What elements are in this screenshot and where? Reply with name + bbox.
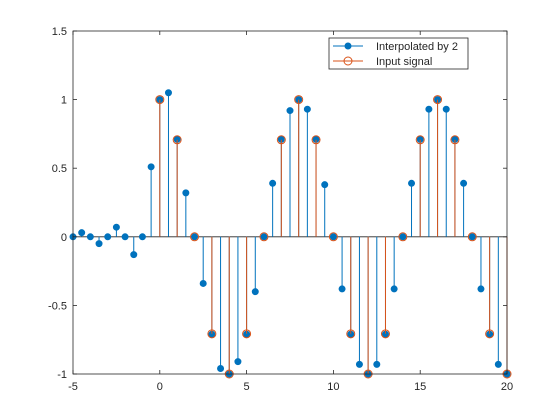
stem-marker xyxy=(450,135,460,145)
axes-box xyxy=(72,30,508,375)
stem-marker xyxy=(408,179,416,187)
x-tick-label: 20 xyxy=(501,381,513,393)
x-tick-label: 15 xyxy=(414,381,426,393)
stem-marker xyxy=(294,95,304,105)
stem-marker xyxy=(329,233,337,241)
stem-marker xyxy=(164,89,172,97)
stem-marker xyxy=(199,279,207,287)
stem-marker xyxy=(380,329,390,339)
stem-marker xyxy=(338,285,346,293)
stem-marker xyxy=(398,232,408,242)
y-tick-label: 0 xyxy=(61,232,67,244)
stem-marker xyxy=(155,95,165,105)
y-tick-label: 0.5 xyxy=(52,163,67,175)
stem-marker xyxy=(86,233,94,241)
x-axis-ticks: -5 0 5 10 15 20 xyxy=(68,31,513,393)
stem-marker xyxy=(286,107,294,115)
stem-marker xyxy=(311,135,321,145)
x-tick-label: 0 xyxy=(157,381,163,393)
y-tick-label: 1.5 xyxy=(52,26,67,38)
stem-marker xyxy=(433,95,443,105)
y-tick-label: -0.5 xyxy=(48,300,67,312)
x-tick-label: 10 xyxy=(327,381,339,393)
stem-marker xyxy=(234,358,242,366)
stem-marker xyxy=(328,232,338,242)
stem-marker xyxy=(494,360,502,368)
stem-marker xyxy=(485,329,495,339)
y-tick-label: -1 xyxy=(57,369,67,381)
legend: Interpolated by 2 Input signal xyxy=(328,37,469,70)
stem-marker xyxy=(467,232,477,242)
legend-marker-input xyxy=(343,56,353,66)
stem-marker xyxy=(138,233,146,241)
stem-marker xyxy=(259,232,269,242)
stem-marker xyxy=(207,329,217,339)
stem-marker xyxy=(269,179,277,187)
stem-marker xyxy=(460,179,468,187)
y-tick-label: 1 xyxy=(61,95,67,107)
stem-marker xyxy=(112,223,120,231)
x-tick-label: -5 xyxy=(68,381,78,393)
stem-marker xyxy=(477,285,485,293)
stem-marker xyxy=(346,329,356,339)
stem-marker xyxy=(468,233,476,241)
y-axis-ticks: -1 -0.5 0 0.5 1 1.5 xyxy=(48,26,507,381)
stem-marker xyxy=(355,360,363,368)
stem-marker xyxy=(425,105,433,113)
stem-marker xyxy=(104,233,112,241)
stem-marker xyxy=(147,163,155,171)
stem-marker xyxy=(415,135,425,145)
legend-marker-interpolated xyxy=(344,42,352,50)
stem-marker xyxy=(191,233,199,241)
stem-marker xyxy=(172,135,182,145)
stem-marker xyxy=(390,285,398,293)
stem-marker xyxy=(190,232,200,242)
stem-marker xyxy=(78,229,86,237)
stem-marker xyxy=(303,105,311,113)
legend-label-input: Input signal xyxy=(376,56,432,68)
stem-marker xyxy=(121,233,129,241)
stem-marker xyxy=(217,365,225,373)
stem-marker xyxy=(242,329,252,339)
stem-marker xyxy=(276,135,286,145)
stem-marker xyxy=(130,251,138,259)
stem-marker xyxy=(321,181,329,189)
stem-marker xyxy=(95,240,103,248)
stem-marker xyxy=(373,360,381,368)
x-tick-label: 5 xyxy=(244,381,250,393)
stem-marker xyxy=(442,105,450,113)
stem-marker xyxy=(399,233,407,241)
stem-marker xyxy=(251,288,259,296)
legend-label-interpolated: Interpolated by 2 xyxy=(376,41,458,53)
stem-marker xyxy=(260,233,268,241)
stem-marker xyxy=(182,189,190,197)
legend-box xyxy=(328,37,469,70)
